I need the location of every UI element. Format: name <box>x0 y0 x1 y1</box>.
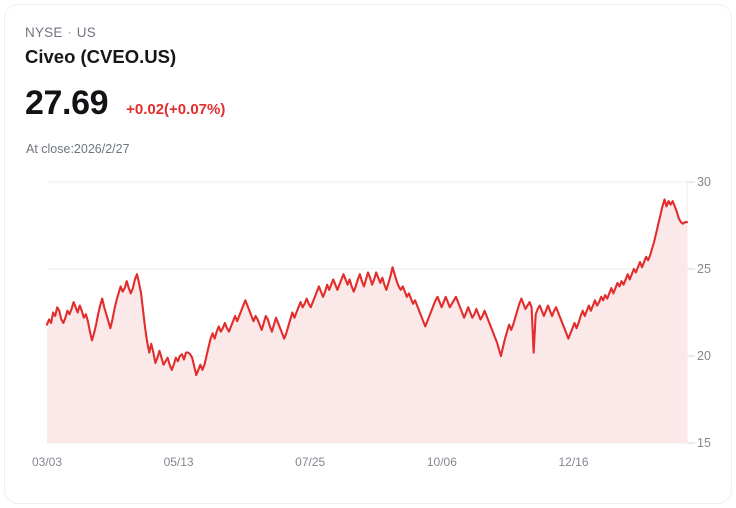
x-axis-label: 12/16 <box>558 455 589 469</box>
company-name: Civeo (CVEO.US) <box>25 46 177 67</box>
x-axis-label: 05/13 <box>163 455 194 469</box>
x-axis-label: 03/03 <box>31 455 63 469</box>
x-axis-label: 07/25 <box>295 455 326 469</box>
price-chart[interactable]: 30 25 20 15 03/03 05/13 07/25 10/06 12/16 <box>5 163 731 483</box>
exchange-line: NYSE · US <box>25 23 525 42</box>
price-chart-svg <box>45 181 695 444</box>
price-area-fill <box>47 199 687 443</box>
price-row: 27.69 +0.02(+0.07%) <box>25 83 225 123</box>
y-axis-label: 15 <box>697 436 711 450</box>
market-status-note: At close:2026/2/27 <box>26 142 130 156</box>
x-axis-label: 10/06 <box>426 455 457 469</box>
stock-quote-card: NYSE · US Civeo (CVEO.US) 27.69 +0.02(+0.0… <box>4 4 732 504</box>
price-line <box>45 198 689 377</box>
exchange-name: NYSE <box>25 25 63 40</box>
y-axis-label: 30 <box>697 175 711 189</box>
y-axis-label: 25 <box>697 262 711 276</box>
current-price: 27.69 <box>25 84 109 122</box>
separator-dot: · <box>67 25 72 39</box>
quote-header: NYSE · US Civeo (CVEO.US) <box>25 23 525 70</box>
y-axis-label: 20 <box>697 349 711 363</box>
region-label: US <box>76 25 96 40</box>
price-change: +0.02(+0.07%) <box>126 101 226 118</box>
